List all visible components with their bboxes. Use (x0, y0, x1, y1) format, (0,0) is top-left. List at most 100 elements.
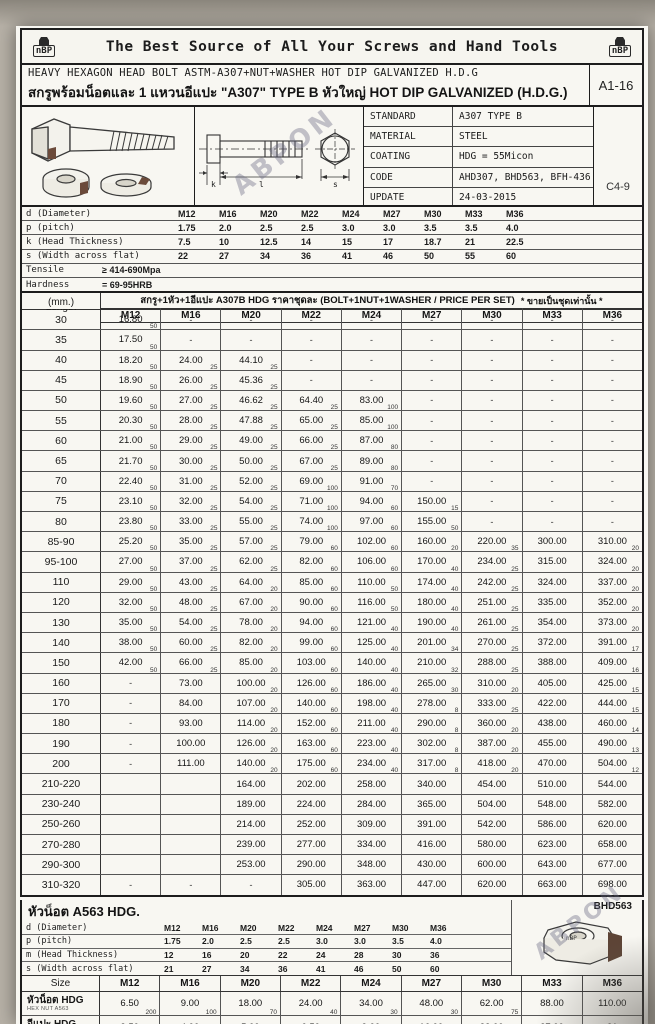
price-cell: 26.00 25 (161, 370, 222, 391)
price-cell: - (462, 350, 523, 370)
price-value: 140.00 (296, 697, 326, 709)
price-row: 75 23.10 50 32.00 25 54.00 25 71.00 100 94.00 60 15… (22, 491, 642, 512)
price-cell: - (583, 451, 642, 470)
price-cell: 333.00 25 (462, 693, 523, 714)
price-cell: - (402, 451, 463, 471)
price-cell: 430.00 (402, 855, 463, 875)
price-value: 126.00 (296, 677, 326, 689)
price-value: 454.00 (477, 778, 507, 790)
nut-section: หัวน็อต A563 HDG. d (Diameter) M12 M16 M20 M… (20, 879, 644, 1024)
price-cell: 290.00 (282, 855, 342, 875)
dimension-value: 17 (383, 236, 394, 247)
qty-subscript: 100 (327, 525, 338, 533)
price-value: 160.00 (417, 536, 447, 548)
nut-code: BHD563 (593, 900, 632, 912)
bolt-dimension-drawing: k l s (199, 129, 355, 189)
dimension-label: d (Diameter) (26, 208, 92, 219)
price-cell: - (402, 310, 463, 330)
tensile-label: Tensile (26, 265, 64, 276)
price-cell: 409.00 16 (583, 653, 642, 673)
length-cell: 80 (22, 512, 101, 532)
price-cell: - (101, 713, 162, 734)
price-value: 334.00 (356, 839, 387, 851)
price-value: 305.00 (296, 879, 326, 891)
bolt-3d-drawing (31, 118, 175, 198)
price-cell: 34.00 30 (341, 991, 402, 1016)
dimension-value: 12.5 (260, 236, 278, 247)
qty-subscript: 40 (390, 666, 399, 674)
price-cell: 278.00 8 (402, 693, 463, 714)
price-cell: 155.00 50 (402, 512, 463, 532)
qty-subscript: 25 (210, 464, 218, 472)
price-value: 373.00 (597, 617, 627, 629)
dimension-value: 21 (465, 236, 476, 247)
qty-subscript: 50 (149, 383, 158, 391)
price-cell: 140.00 60 (282, 693, 342, 714)
dimension-value: 34 (260, 251, 271, 262)
price-cell: 470.00 (523, 754, 583, 774)
price-value: 29.00 (178, 435, 203, 447)
price-cell: 261.00 25 (462, 612, 523, 633)
price-row: 160 - 73.00 100.00 20 126.00 60 186.00 40 265.00 3… (22, 673, 642, 694)
price-value: 365.00 (417, 798, 447, 810)
price-value: 6.50 (301, 1022, 320, 1024)
qty-subscript: 60 (330, 666, 338, 674)
price-value: 64.40 (299, 394, 324, 406)
price-value: 210.00 (417, 657, 447, 669)
price-cell: 88.00 (522, 991, 583, 1015)
qty-subscript: 25 (270, 505, 278, 512)
nut-size-header: M22 (281, 975, 342, 991)
spec-label: CODE (370, 171, 393, 183)
price-cell: 48.00 30 (402, 991, 462, 1016)
price-value: 67.00 (239, 596, 263, 608)
dimension-value: M24 (342, 208, 360, 219)
qty-subscript: 20 (511, 727, 519, 735)
qty-subscript: 25 (210, 565, 218, 573)
price-cell: 290.00 8 (402, 713, 463, 734)
price-row: 35 17.50 50 - - - - - - - - (22, 330, 642, 351)
price-value: 55.00 (239, 516, 263, 528)
price-cell: 18.90 50 (101, 370, 162, 391)
spec-value: AHD307, BHD563, BFH-436 (452, 167, 593, 187)
price-cell (161, 855, 222, 875)
dimension-value: 3.0 (342, 222, 355, 233)
price-cell: 103.00 60 (282, 653, 342, 674)
price-value: 348.00 (356, 859, 387, 871)
dash-value: - (430, 314, 434, 325)
price-cell: - (583, 310, 642, 329)
price-rows: 30 16.80 50- - - - - - - -35 17.50 50- - - - - - - -40 18.2… (22, 310, 642, 895)
length-cell: 140 (22, 633, 101, 653)
qty-subscript: 25 (210, 505, 218, 512)
nut-dimension-value: M12 (164, 922, 181, 933)
price-cell: 150.00 15 (402, 491, 463, 512)
price-row: 60 21.00 50 29.00 25 49.00 25 66.00 25 87.00 80 - - -… (22, 431, 642, 452)
price-cell: - (462, 330, 523, 350)
price-value: 277.00 (296, 839, 326, 851)
price-value: 33.00 (178, 516, 203, 528)
price-row: 55 20.30 50 28.00 25 47.88 25 65.00 25 85.00 100 - -… (22, 411, 642, 432)
qty-subscript: 20 (270, 626, 278, 634)
dimension-value: 18.7 (424, 236, 442, 247)
price-cell: 91.00 70 (342, 471, 403, 492)
price-cell: - (402, 330, 463, 350)
qty-subscript: 25 (511, 605, 519, 613)
price-cell: - (583, 371, 642, 390)
price-cell: 284.00 (342, 794, 403, 814)
price-row: 120 32.00 50 48.00 25 67.00 20 90.00 60 116.00 50 1… (22, 592, 642, 613)
price-cell: - (583, 351, 642, 370)
nut-dimension-value: 16 (202, 950, 212, 961)
dash-value: - (249, 334, 253, 345)
price-cell: 121.00 40 (342, 612, 403, 633)
price-cell: - (101, 673, 162, 693)
dash-value: - (490, 456, 494, 467)
qty-subscript: 20 (451, 545, 459, 553)
price-value: 38.00 (118, 637, 143, 649)
price-cell: 211.00 40 (342, 713, 403, 734)
price-cell: 24.00 40 (281, 991, 342, 1016)
price-value: 214.00 (236, 818, 266, 830)
size-column-header: M36 (602, 309, 623, 321)
price-value: 54.00 (239, 495, 263, 507)
qty-subscript: 20 (511, 686, 519, 694)
nut-dimension-row: p (pitch) 1.75 2.0 2.5 2.5 3.0 3.0 3.5 4.0 (22, 935, 511, 949)
price-value: 284.00 (356, 798, 387, 810)
